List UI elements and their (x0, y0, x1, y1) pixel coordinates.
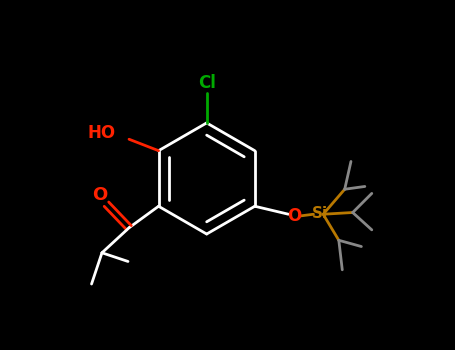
Text: Si: Si (312, 206, 329, 221)
Text: Cl: Cl (198, 74, 216, 92)
Text: HO: HO (88, 124, 116, 142)
Text: O: O (288, 207, 302, 225)
Text: O: O (93, 187, 108, 204)
